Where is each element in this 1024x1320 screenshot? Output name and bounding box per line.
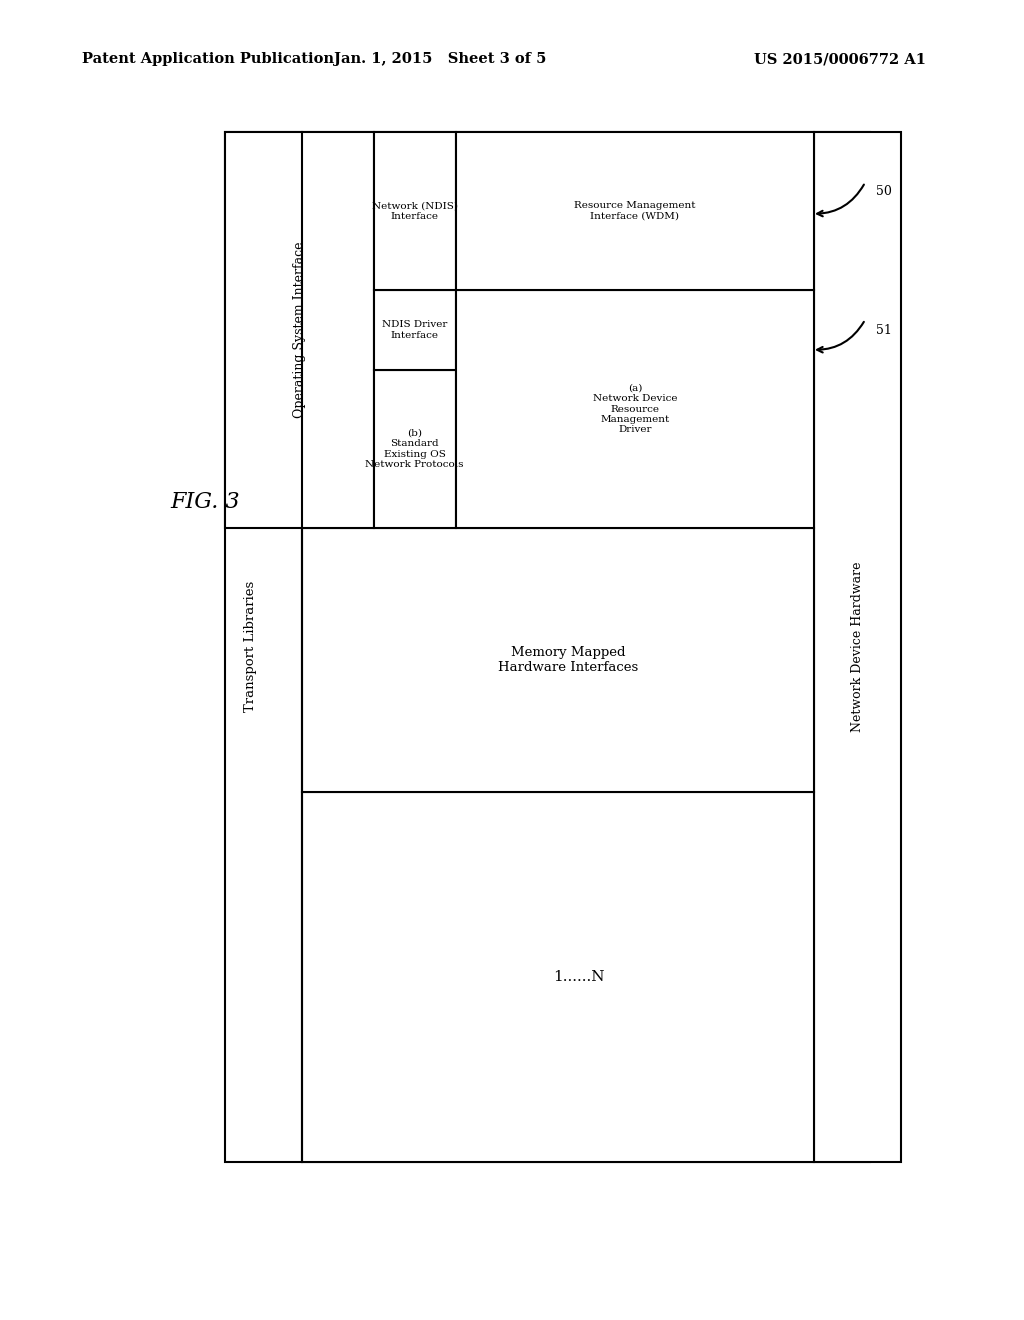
Text: 1......N: 1......N	[553, 970, 604, 983]
Text: Memory Mapped
Hardware Interfaces: Memory Mapped Hardware Interfaces	[499, 645, 638, 675]
Bar	[225, 132, 374, 528]
Text: 51: 51	[876, 323, 892, 337]
Text: FIG. 3: FIG. 3	[170, 491, 240, 512]
Bar	[456, 290, 814, 528]
Bar	[374, 290, 456, 370]
Bar	[302, 792, 814, 1162]
Text: (a)
Network Device
Resource
Management
Driver: (a) Network Device Resource Management D…	[593, 384, 677, 434]
Text: Transport Libraries: Transport Libraries	[245, 581, 257, 713]
Bar	[225, 132, 870, 1162]
Text: Network (NDIS)
Interface: Network (NDIS) Interface	[372, 202, 458, 220]
Bar	[374, 132, 456, 290]
Bar	[456, 132, 814, 290]
Text: (b)
Standard
Existing OS
Network Protocols: (b) Standard Existing OS Network Protoco…	[366, 429, 464, 469]
Text: 50: 50	[876, 185, 892, 198]
Text: Operating System Interface: Operating System Interface	[293, 242, 306, 418]
Text: US 2015/0006772 A1: US 2015/0006772 A1	[754, 53, 926, 66]
Text: Network Device Hardware: Network Device Hardware	[851, 561, 864, 733]
Text: Patent Application Publication: Patent Application Publication	[82, 53, 334, 66]
Text: Resource Management
Interface (WDM): Resource Management Interface (WDM)	[574, 202, 695, 220]
Bar	[814, 132, 901, 1162]
Text: Jan. 1, 2015   Sheet 3 of 5: Jan. 1, 2015 Sheet 3 of 5	[334, 53, 547, 66]
Bar	[302, 528, 814, 792]
Bar	[374, 370, 456, 528]
Text: NDIS Driver
Interface: NDIS Driver Interface	[382, 321, 447, 339]
